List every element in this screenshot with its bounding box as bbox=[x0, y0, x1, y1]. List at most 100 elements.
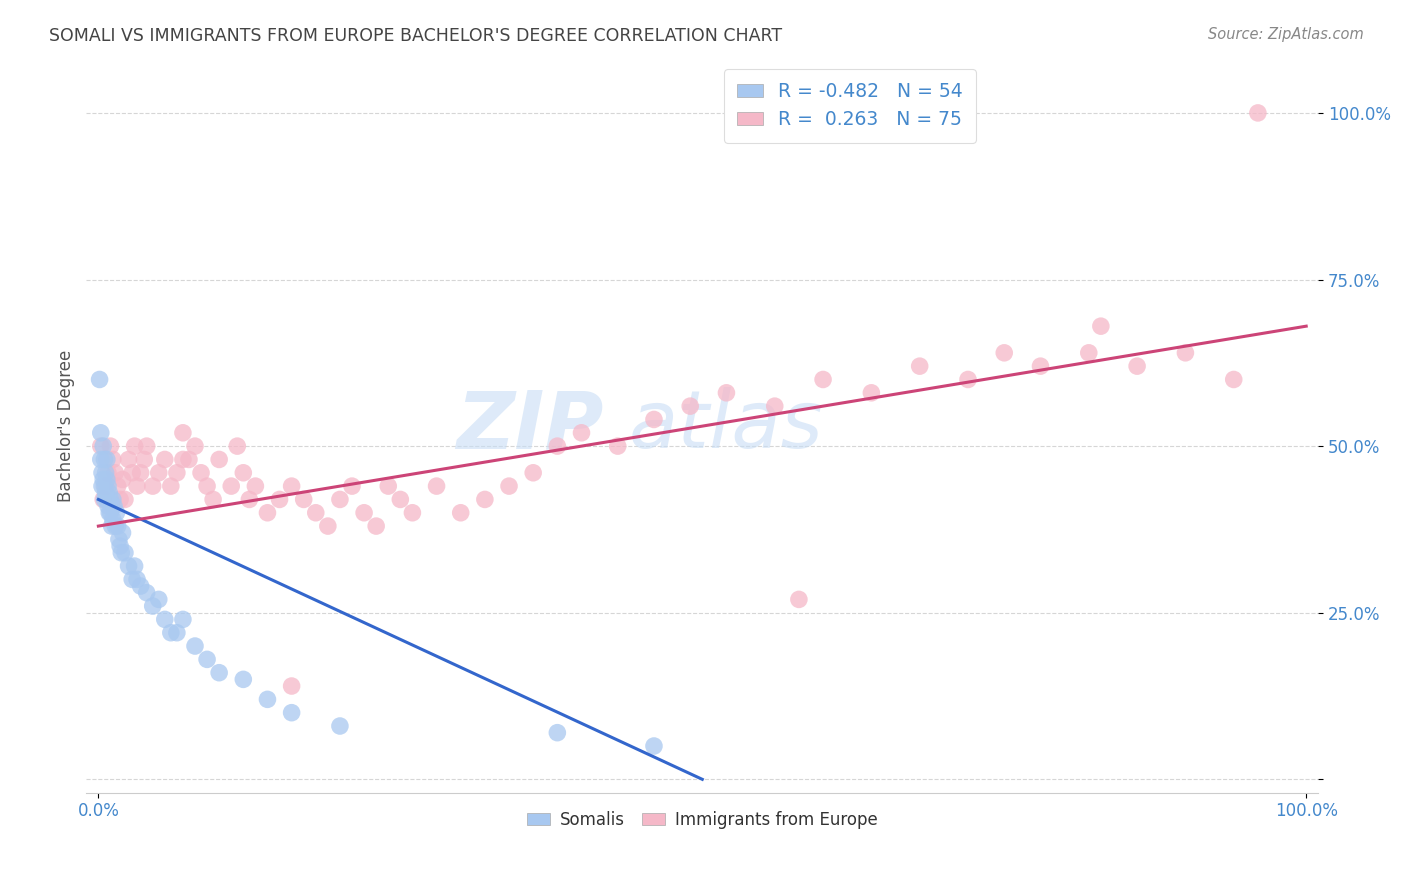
Point bbox=[329, 492, 352, 507]
Point bbox=[134, 452, 156, 467]
Point bbox=[94, 466, 117, 480]
Point bbox=[160, 479, 183, 493]
Point bbox=[98, 485, 121, 500]
Text: atlas: atlas bbox=[628, 387, 823, 465]
Point bbox=[94, 485, 117, 500]
Point bbox=[166, 466, 188, 480]
Text: ZIP: ZIP bbox=[457, 387, 603, 465]
Point bbox=[160, 625, 183, 640]
Point bbox=[177, 452, 200, 467]
Point bbox=[643, 739, 665, 753]
Point bbox=[269, 492, 291, 507]
Point bbox=[787, 592, 810, 607]
Point bbox=[401, 506, 423, 520]
Point bbox=[91, 466, 114, 480]
Point bbox=[100, 506, 122, 520]
Point bbox=[108, 533, 131, 547]
Point bbox=[90, 425, 112, 440]
Point bbox=[353, 506, 375, 520]
Point bbox=[238, 492, 260, 507]
Point bbox=[366, 519, 388, 533]
Point bbox=[184, 639, 207, 653]
Point bbox=[101, 452, 124, 467]
Point bbox=[245, 479, 267, 493]
Point bbox=[208, 665, 231, 680]
Point bbox=[956, 372, 979, 386]
Point bbox=[100, 519, 122, 533]
Point bbox=[101, 492, 124, 507]
Point bbox=[97, 499, 120, 513]
Point bbox=[148, 592, 170, 607]
Point bbox=[232, 466, 254, 480]
Point bbox=[166, 625, 188, 640]
Point bbox=[108, 539, 131, 553]
Point bbox=[124, 559, 146, 574]
Point bbox=[98, 506, 121, 520]
Point bbox=[124, 439, 146, 453]
Point bbox=[425, 479, 447, 493]
Point bbox=[117, 559, 139, 574]
Point bbox=[329, 719, 352, 733]
Point bbox=[135, 585, 157, 599]
Point bbox=[135, 439, 157, 453]
Point bbox=[89, 372, 111, 386]
Point bbox=[153, 452, 176, 467]
Point bbox=[716, 385, 738, 400]
Point bbox=[100, 492, 122, 507]
Point bbox=[114, 546, 136, 560]
Point bbox=[90, 439, 112, 453]
Point bbox=[195, 652, 218, 666]
Point bbox=[1077, 346, 1099, 360]
Point bbox=[546, 725, 568, 739]
Point bbox=[172, 452, 194, 467]
Point bbox=[105, 506, 128, 520]
Point bbox=[340, 479, 363, 493]
Point bbox=[148, 466, 170, 480]
Point bbox=[280, 706, 302, 720]
Point bbox=[172, 425, 194, 440]
Point bbox=[107, 479, 129, 493]
Point bbox=[202, 492, 225, 507]
Point bbox=[546, 439, 568, 453]
Point bbox=[195, 479, 218, 493]
Point bbox=[219, 479, 242, 493]
Point bbox=[91, 492, 114, 507]
Point bbox=[811, 372, 834, 386]
Legend: Somalis, Immigrants from Europe: Somalis, Immigrants from Europe bbox=[520, 805, 884, 836]
Point bbox=[90, 452, 112, 467]
Point bbox=[93, 492, 115, 507]
Point bbox=[292, 492, 315, 507]
Point bbox=[305, 506, 328, 520]
Point bbox=[104, 519, 127, 533]
Point bbox=[97, 479, 120, 493]
Point bbox=[91, 439, 114, 453]
Point bbox=[908, 359, 931, 373]
Point bbox=[571, 425, 593, 440]
Y-axis label: Bachelor's Degree: Bachelor's Degree bbox=[58, 350, 75, 502]
Point bbox=[1029, 359, 1052, 373]
Point bbox=[522, 466, 544, 480]
Point bbox=[1090, 319, 1112, 334]
Point bbox=[377, 479, 399, 493]
Point bbox=[208, 452, 231, 467]
Point bbox=[94, 479, 117, 493]
Point bbox=[129, 466, 152, 480]
Point bbox=[111, 472, 134, 486]
Point bbox=[103, 499, 125, 513]
Point bbox=[1126, 359, 1149, 373]
Point bbox=[450, 506, 472, 520]
Point bbox=[108, 492, 131, 507]
Point bbox=[125, 573, 148, 587]
Point bbox=[256, 692, 278, 706]
Point bbox=[256, 506, 278, 520]
Point bbox=[142, 479, 165, 493]
Point bbox=[606, 439, 628, 453]
Point bbox=[316, 519, 339, 533]
Point bbox=[184, 439, 207, 453]
Point bbox=[280, 679, 302, 693]
Point bbox=[101, 512, 124, 526]
Text: SOMALI VS IMMIGRANTS FROM EUROPE BACHELOR'S DEGREE CORRELATION CHART: SOMALI VS IMMIGRANTS FROM EUROPE BACHELO… bbox=[49, 27, 782, 45]
Point bbox=[226, 439, 249, 453]
Point bbox=[96, 492, 118, 507]
Point bbox=[142, 599, 165, 613]
